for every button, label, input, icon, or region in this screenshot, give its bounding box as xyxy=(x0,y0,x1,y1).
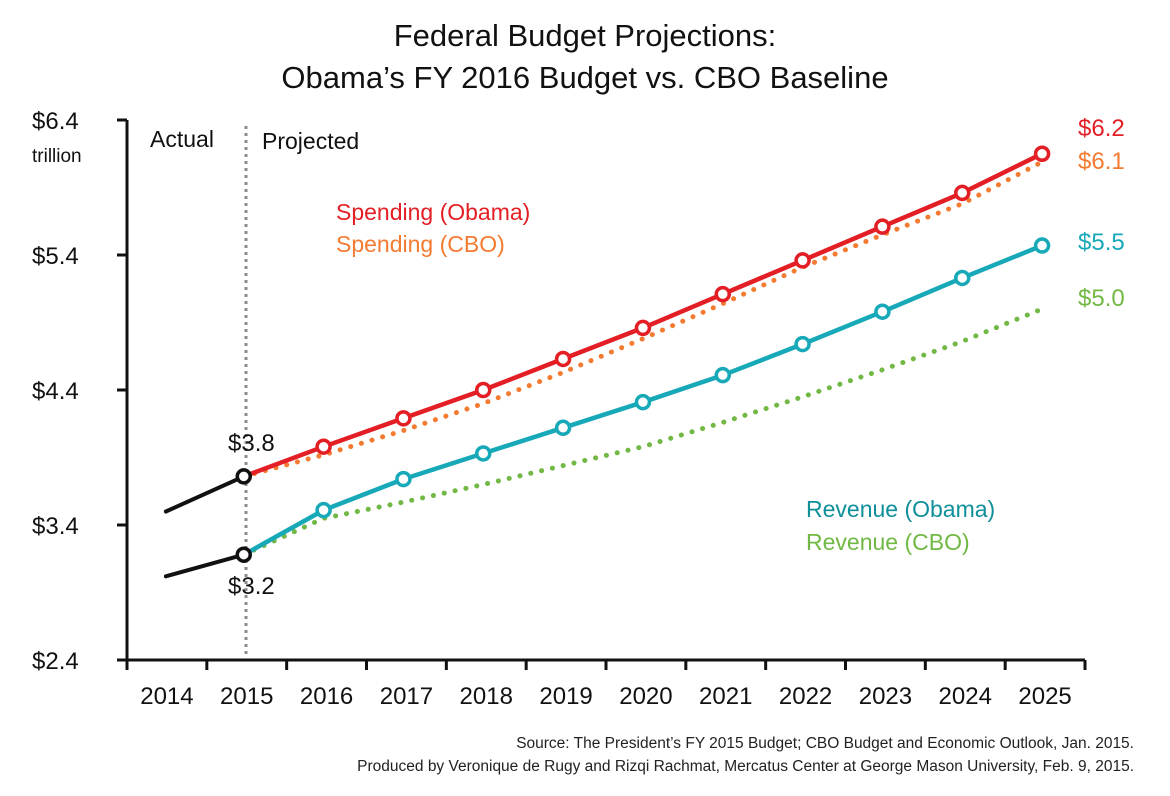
data-point xyxy=(1033,237,1051,254)
legend-revenue-cbo: Revenue (CBO) xyxy=(806,529,970,555)
x-tick-label: 2017 xyxy=(380,683,433,710)
source-line-1: Source: The President’s FY 2015 Budget; … xyxy=(516,735,1134,752)
legend-spending-cbo: Spending (CBO) xyxy=(336,231,505,257)
x-tick-label: 2015 xyxy=(220,683,273,710)
data-point xyxy=(554,419,572,437)
data-point xyxy=(395,410,412,427)
data-point xyxy=(954,269,971,287)
y-ticks: $6.4 $5.4 $4.4 $3.4 $2.4 xyxy=(32,108,127,675)
series-line-actual xyxy=(163,552,246,579)
legend-spending-obama: Spending (Obama) xyxy=(336,199,530,225)
data-point xyxy=(954,184,971,202)
y-tick-label: $2.4 xyxy=(32,648,79,675)
x-tick-label: 2018 xyxy=(460,683,513,710)
x-tick-label: 2019 xyxy=(539,683,592,710)
data-point xyxy=(874,218,891,235)
source-line-2: Produced by Veronique de Rugy and Rizqi … xyxy=(357,758,1134,775)
series-line xyxy=(241,159,1045,479)
y-tick-label: $4.4 xyxy=(32,378,79,405)
data-point xyxy=(874,303,891,320)
x-ticks: 2014 2015 2016 2017 2018 2019 2020 2021 2022 2023… xyxy=(125,660,1087,710)
data-point xyxy=(395,470,412,488)
x-tick-label: 2025 xyxy=(1018,683,1071,710)
label-projected: Projected xyxy=(262,128,359,154)
x-tick-label: 2021 xyxy=(699,683,752,710)
x-tick-label: 2020 xyxy=(619,683,672,710)
data-point xyxy=(794,335,811,353)
data-point xyxy=(235,468,252,485)
x-tick-label: 2016 xyxy=(300,683,353,710)
y-unit-label: trillion xyxy=(32,146,82,167)
data-point xyxy=(315,438,332,455)
annotation-spend-2015: $3.8 xyxy=(228,430,275,457)
data-point xyxy=(714,285,731,303)
series-line xyxy=(241,306,1045,558)
data-point xyxy=(634,319,652,337)
data-point xyxy=(1033,145,1051,162)
data-point xyxy=(475,445,492,462)
chart-subtitle: Obama’s FY 2016 Budget vs. CBO Baseline xyxy=(281,60,889,95)
x-tick-label: 2014 xyxy=(140,683,193,710)
end-label-revenue-obama: $5.5 xyxy=(1078,229,1125,256)
series-line-actual xyxy=(163,474,246,514)
end-label-spending-cbo: $6.1 xyxy=(1078,148,1125,175)
data-point xyxy=(714,366,731,384)
legend-revenue-obama: Revenue (Obama) xyxy=(806,496,995,522)
data-point xyxy=(794,252,811,269)
chart-title: Federal Budget Projections: xyxy=(393,18,777,53)
data-point xyxy=(634,393,652,411)
data-point xyxy=(554,350,572,368)
data-point xyxy=(315,501,332,519)
x-tick-label: 2022 xyxy=(779,683,832,710)
x-tick-label: 2023 xyxy=(859,683,912,710)
data-point xyxy=(235,546,252,563)
data-point xyxy=(475,381,492,399)
y-tick-label: $6.4 xyxy=(32,108,79,135)
annotation-rev-2015: $3.2 xyxy=(228,573,275,600)
series-layer xyxy=(163,145,1051,579)
y-tick-label: $3.4 xyxy=(32,513,79,540)
y-tick-label: $5.4 xyxy=(32,243,79,270)
end-label-spending-obama: $6.2 xyxy=(1078,115,1125,142)
end-label-revenue-cbo: $5.0 xyxy=(1078,285,1125,312)
x-tick-label: 2024 xyxy=(939,683,992,710)
label-actual: Actual xyxy=(150,126,214,152)
